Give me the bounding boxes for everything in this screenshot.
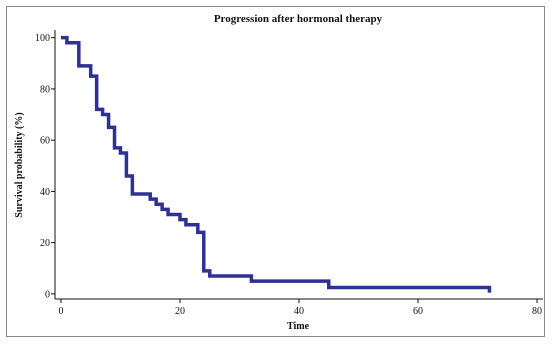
y-tick-label: 60 <box>40 136 50 147</box>
x-tick-label: 0 <box>58 306 63 317</box>
y-tick-label: 20 <box>40 238 50 249</box>
series-group <box>60 35 492 293</box>
x-tick-label: 40 <box>294 306 304 317</box>
y-tick-label: 80 <box>40 84 50 95</box>
x-axis-label: Time <box>287 321 310 332</box>
x-tick-label: 60 <box>413 306 423 317</box>
y-tick-label: 40 <box>40 187 50 198</box>
x-tick-label: 20 <box>175 306 185 317</box>
survival-step-line <box>60 35 492 293</box>
chart-title: Progression after hormonal therapy <box>214 13 383 25</box>
axes <box>54 30 543 300</box>
x-tick-label: 80 <box>532 306 542 317</box>
y-axis-label: Survival probability (%) <box>14 112 25 217</box>
ticks: 0 20 40 60 80 100 0 20 40 60 80 <box>35 33 542 317</box>
y-tick-label: 0 <box>45 289 50 300</box>
y-tick-label: 100 <box>35 33 50 44</box>
